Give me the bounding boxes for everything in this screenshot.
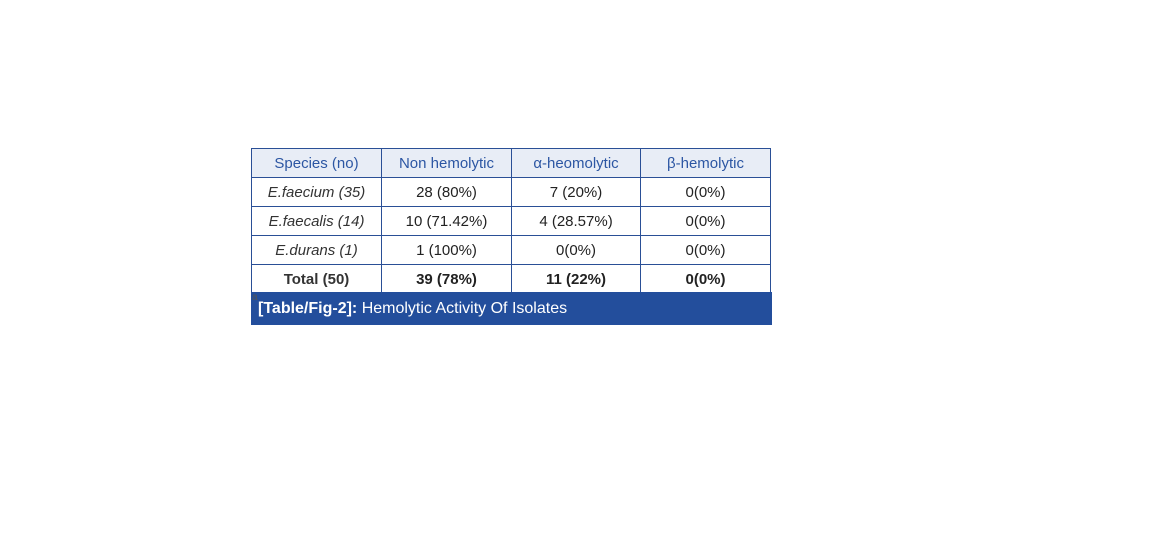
header-non-hemolytic: Non hemolytic bbox=[381, 148, 512, 178]
cell: E.durans (1) bbox=[251, 235, 382, 265]
table-header-row: Species (no) Non hemolytic α-heomolytic … bbox=[251, 148, 771, 178]
table-caption: [Table/Fig-2]: Hemolytic Activity Of Iso… bbox=[251, 292, 772, 325]
cell: 0(0%) bbox=[511, 235, 641, 265]
cell: E.faecalis (14) bbox=[251, 206, 382, 236]
cell: Total (50) bbox=[251, 264, 382, 294]
hemolytic-activity-table: Species (no) Non hemolytic α-heomolytic … bbox=[251, 148, 771, 294]
header-beta-hemolytic: β-hemolytic bbox=[640, 148, 771, 178]
cell: 11 (22%) bbox=[511, 264, 641, 294]
caption-text: Hemolytic Activity Of Isolates bbox=[357, 300, 568, 317]
table-row: E.faecalis (14) 10 (71.42%) 4 (28.57%) 0… bbox=[251, 206, 771, 236]
cell: 39 (78%) bbox=[381, 264, 512, 294]
table-row: E.faecium (35) 28 (80%) 7 (20%) 0(0%) bbox=[251, 177, 771, 207]
header-alpha-hemolytic: α-heomolytic bbox=[511, 148, 641, 178]
cell: 4 (28.57%) bbox=[511, 206, 641, 236]
table-row: E.durans (1) 1 (100%) 0(0%) 0(0%) bbox=[251, 235, 771, 265]
cell: E.faecium (35) bbox=[251, 177, 382, 207]
header-species: Species (no) bbox=[251, 148, 382, 178]
table-total-row: Total (50) 39 (78%) 11 (22%) 0(0%) bbox=[251, 264, 771, 294]
cell: 0(0%) bbox=[640, 264, 771, 294]
cell: 0(0%) bbox=[640, 206, 771, 236]
footnote-marker: a bbox=[252, 292, 258, 303]
cell: 28 (80%) bbox=[381, 177, 512, 207]
cell: 7 (20%) bbox=[511, 177, 641, 207]
cell: 1 (100%) bbox=[381, 235, 512, 265]
cell: 10 (71.42%) bbox=[381, 206, 512, 236]
cell: 0(0%) bbox=[640, 235, 771, 265]
caption-label: [Table/Fig-2]: bbox=[258, 300, 358, 317]
cell: 0(0%) bbox=[640, 177, 771, 207]
